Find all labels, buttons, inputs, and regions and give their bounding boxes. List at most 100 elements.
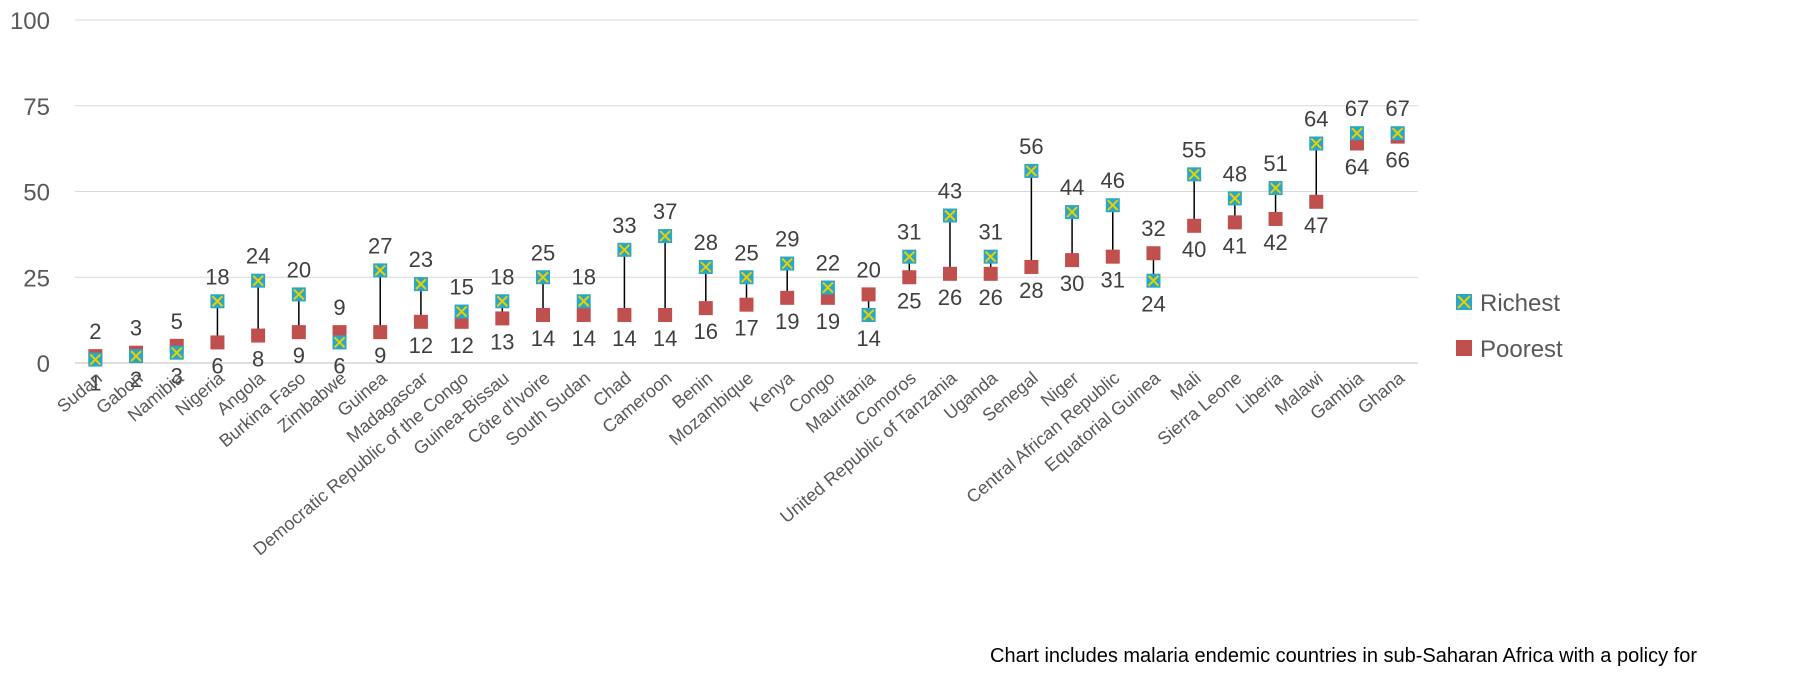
data-label-upper: 64 (1304, 106, 1328, 131)
poorest-marker (1268, 211, 1283, 226)
richest-marker (332, 335, 347, 350)
poorest-marker (780, 290, 795, 305)
data-label-lower: 16 (694, 319, 718, 344)
richest-marker (536, 270, 551, 285)
y-tick-label: 0 (37, 351, 50, 378)
data-label-lower: 64 (1345, 154, 1369, 179)
richest-marker-x (1269, 182, 1282, 194)
data-label-upper: 31 (978, 220, 1002, 245)
data-label-upper: 24 (246, 244, 270, 269)
richest-marker-x (211, 295, 224, 307)
data-label-upper: 20 (287, 257, 311, 282)
data-label-upper: 2 (89, 319, 101, 344)
data-label-lower: 31 (1101, 268, 1125, 293)
data-label-lower: 26 (978, 285, 1002, 310)
data-label-lower: 1 (89, 371, 101, 396)
richest-marker (291, 287, 306, 302)
data-label-upper: 3 (130, 316, 142, 341)
poorest-marker (698, 301, 713, 316)
richest-marker-x (659, 230, 671, 242)
data-label-upper: 43 (938, 179, 962, 204)
data-label-upper: 28 (694, 230, 718, 255)
richest-marker (617, 242, 632, 257)
y-tick-label: 50 (23, 180, 50, 207)
richest-marker-x (171, 347, 183, 359)
richest-marker-x (455, 305, 468, 318)
data-label-lower: 3 (171, 364, 183, 389)
legend: Richest Poorest (1456, 290, 1563, 363)
richest-marker (169, 345, 184, 360)
y-tick-label: 75 (23, 94, 50, 121)
richest-marker (210, 294, 225, 309)
poorest-marker (373, 325, 388, 340)
poorest-marker (861, 287, 876, 302)
richest-marker (1390, 126, 1405, 141)
richest-marker-x (1229, 192, 1241, 205)
richest-marker (658, 229, 673, 244)
richest-marker-x (984, 250, 997, 263)
data-label-upper: 9 (333, 295, 345, 320)
data-label-upper: 37 (653, 199, 677, 224)
poorest-marker (1309, 194, 1324, 209)
data-label-upper: 22 (816, 251, 840, 276)
data-label-lower: 19 (775, 309, 799, 334)
chart-footnote: Chart includes malaria endemic countries… (990, 645, 1698, 667)
poorest-marker (658, 307, 673, 322)
richest-marker-x (415, 278, 427, 290)
poorest-marker (617, 307, 632, 322)
data-label-lower: 14 (612, 326, 636, 351)
data-markers (88, 126, 1405, 367)
legend-poorest-label: Poorest (1480, 336, 1563, 363)
data-label-lower: 17 (734, 316, 758, 341)
data-label-upper: 44 (1060, 175, 1084, 200)
richest-marker (129, 349, 144, 364)
poorest-marker (1105, 249, 1120, 264)
data-label-upper: 18 (571, 264, 595, 289)
data-label-upper: 48 (1223, 161, 1247, 186)
data-label-upper: 25 (734, 240, 758, 265)
data-label-lower: 8 (252, 347, 264, 372)
legend-item-richest: Richest (1456, 290, 1560, 317)
data-label-lower: 47 (1304, 213, 1328, 238)
data-label-upper: 18 (490, 264, 514, 289)
richest-marker-x (781, 257, 793, 270)
richest-marker-x (822, 281, 834, 294)
data-label-upper: 67 (1345, 96, 1369, 121)
richest-marker (413, 277, 428, 292)
poorest-marker (1024, 259, 1039, 274)
poorest-marker (251, 328, 266, 343)
richest-marker-x (1351, 127, 1363, 139)
richest-marker-x (1107, 199, 1119, 211)
x-category-label: Ghana (1354, 367, 1409, 418)
poorest-marker (942, 266, 957, 281)
data-label-lower: 13 (490, 329, 514, 354)
data-label-upper: 15 (449, 275, 473, 300)
richest-marker-x (700, 261, 712, 273)
legend-poorest-swatch (1456, 340, 1472, 356)
richest-marker (1349, 126, 1364, 141)
data-label-lower: 9 (374, 343, 386, 368)
poorest-marker (902, 270, 917, 285)
poorest-marker (983, 266, 998, 281)
poorest-marker (1065, 253, 1080, 268)
richest-marker-x (252, 274, 264, 287)
richest-marker-x (1147, 274, 1160, 287)
data-label-lower: 25 (897, 288, 921, 313)
richest-marker-x (944, 209, 956, 222)
richest-marker (942, 208, 957, 223)
data-label-lower: 41 (1223, 233, 1247, 258)
poorest-marker (210, 335, 225, 350)
y-tick-label: 100 (10, 8, 50, 35)
data-label-upper: 29 (775, 227, 799, 252)
richest-marker-x (1066, 206, 1078, 218)
richest-marker-x (130, 350, 142, 362)
data-label-upper: 31 (897, 220, 921, 245)
data-label-lower: 14 (653, 326, 677, 351)
data-label-upper: 56 (1019, 134, 1043, 159)
data-label-lower: 14 (571, 326, 595, 351)
richest-marker-x (1310, 137, 1322, 150)
poorest-marker (1146, 246, 1161, 261)
y-tick-label: 25 (23, 265, 50, 292)
richest-marker (1146, 273, 1161, 288)
richest-marker-x (1025, 165, 1038, 177)
